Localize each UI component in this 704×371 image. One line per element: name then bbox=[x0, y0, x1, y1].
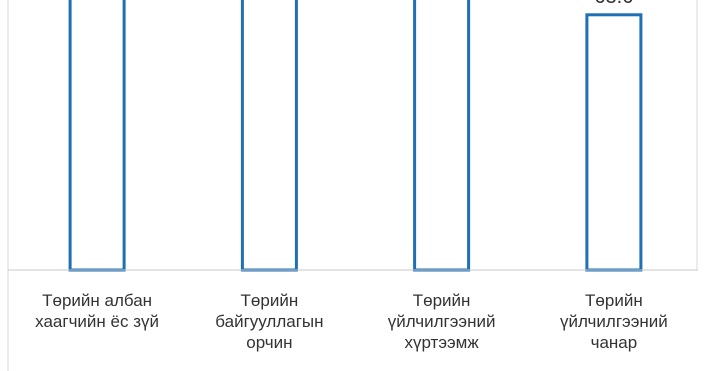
category-label-3-line-2: үйлчилгээний bbox=[388, 312, 496, 331]
category-label-2-line-1: Төрийн bbox=[241, 291, 299, 310]
category-label-2: Төрийн байгууллагын орчин bbox=[215, 291, 323, 352]
bar-4 bbox=[585, 13, 643, 272]
value-labels-layer: 67.466.466.463.6 bbox=[594, 0, 633, 8]
category-label-1-line-2: хаагчийн ёс зүй bbox=[35, 312, 159, 331]
category-label-2-line-3: орчин bbox=[246, 333, 292, 352]
bars-layer bbox=[68, 0, 643, 272]
category-labels-layer: Төрийн албан хаагчийн ёс зүй Төрийн байгуул… bbox=[35, 291, 668, 352]
category-label-4-line-2: үйлчилгээний bbox=[560, 312, 668, 331]
category-label-4: Төрийн үйлчилгээний чанар bbox=[560, 291, 668, 352]
category-label-4-line-3: чанар bbox=[591, 333, 638, 352]
category-label-4-line-1: Төрийн bbox=[585, 291, 643, 310]
category-label-1: Төрийн албан хаагчийн ёс зүй bbox=[35, 291, 159, 331]
bar-1 bbox=[68, 0, 126, 272]
bar-2 bbox=[240, 0, 298, 272]
value-label-4: 63.6 bbox=[594, 0, 633, 8]
category-label-3-line-1: Төрийн bbox=[413, 291, 471, 310]
category-label-2-line-2: байгууллагын bbox=[215, 312, 323, 331]
category-label-3-line-3: хүртээмж bbox=[404, 333, 479, 352]
category-label-1-line-1: Төрийн албан bbox=[42, 291, 152, 310]
bar-3 bbox=[413, 0, 471, 272]
category-label-3: Төрийн үйлчилгээний хүртээмж bbox=[388, 291, 496, 352]
